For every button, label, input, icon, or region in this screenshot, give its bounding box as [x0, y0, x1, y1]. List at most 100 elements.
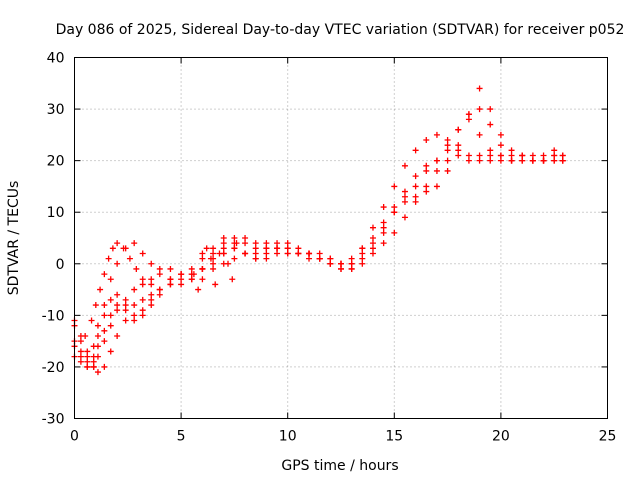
data-point — [229, 276, 236, 283]
data-point — [263, 240, 270, 247]
data-point — [107, 322, 114, 329]
data-point — [107, 312, 114, 319]
data-point — [551, 147, 558, 154]
data-point — [84, 348, 91, 355]
data-point — [391, 229, 398, 236]
data-point — [540, 152, 547, 159]
data-point — [252, 245, 259, 252]
x-tick-label: 20 — [492, 429, 510, 445]
data-point — [220, 235, 227, 241]
data-point — [77, 338, 84, 345]
data-point — [148, 281, 155, 288]
data-point — [131, 286, 138, 293]
series-2 — [71, 131, 566, 370]
data-point — [94, 322, 101, 329]
data-point — [423, 167, 430, 174]
data-point — [242, 235, 249, 241]
axis-ticks: 0 5 10 15 20 25 -30 -20 -10 0 10 20 30 40 — [42, 51, 617, 445]
data-point — [225, 260, 232, 267]
data-point — [380, 204, 387, 211]
data-point — [487, 121, 494, 128]
data-point — [412, 193, 419, 200]
data-point — [559, 157, 566, 164]
data-point — [465, 116, 472, 123]
data-point — [284, 245, 291, 252]
data-point — [94, 332, 101, 339]
data-point — [487, 106, 494, 113]
data-point — [178, 281, 185, 288]
data-point — [465, 157, 472, 164]
data-point — [433, 183, 440, 190]
data-point — [263, 255, 270, 262]
x-tick-label: 0 — [70, 429, 79, 445]
data-point — [120, 245, 127, 252]
x-axis-label: GPS time / hours — [281, 458, 398, 474]
data-point — [188, 265, 195, 272]
data-point — [212, 281, 219, 288]
data-point — [274, 250, 281, 257]
data-point — [274, 240, 281, 247]
x-tick-label: 15 — [385, 429, 403, 445]
data-point — [369, 235, 376, 241]
data-point — [210, 260, 217, 267]
data-point — [433, 157, 440, 164]
data-point — [391, 204, 398, 211]
x-tick-label: 25 — [599, 429, 617, 445]
data-point — [122, 302, 129, 309]
y-tick-label: -20 — [42, 360, 65, 376]
data-point — [476, 106, 483, 113]
data-point — [412, 173, 419, 180]
data-point — [207, 255, 214, 262]
data-point — [199, 276, 206, 283]
data-point — [252, 255, 259, 262]
data-point — [114, 332, 121, 339]
data-point — [148, 296, 155, 303]
data-point — [295, 245, 302, 252]
data-point — [476, 157, 483, 164]
data-point — [199, 250, 206, 257]
data-point — [178, 271, 185, 278]
data-point — [380, 229, 387, 236]
data-point — [306, 250, 313, 257]
data-point — [455, 126, 462, 133]
data-point — [114, 291, 121, 298]
series-6 — [82, 240, 155, 339]
data-point — [338, 265, 344, 272]
data-point — [455, 142, 462, 149]
data-point — [199, 265, 206, 272]
data-point — [156, 265, 163, 272]
data-point — [444, 167, 451, 174]
data-point — [401, 188, 408, 195]
data-point — [252, 250, 259, 257]
data-point — [497, 152, 504, 159]
data-point — [77, 353, 84, 360]
data-point — [114, 307, 121, 314]
data-point — [203, 245, 210, 252]
data-point — [380, 224, 387, 231]
data-point — [131, 302, 138, 309]
data-point — [167, 265, 174, 272]
data-point — [252, 240, 259, 247]
y-axis-label: SDTVAR / TECUs — [6, 181, 22, 296]
data-point — [156, 291, 163, 298]
data-point — [101, 327, 108, 334]
data-point — [559, 152, 566, 159]
data-point — [90, 343, 97, 350]
data-point — [148, 291, 155, 298]
grid-lines — [74, 57, 608, 419]
data-point — [359, 250, 366, 257]
data-point — [391, 209, 398, 216]
data-point — [412, 198, 419, 205]
x-tick-label: 10 — [279, 429, 297, 445]
data-point — [476, 152, 483, 159]
data-point — [508, 147, 515, 154]
data-point — [156, 286, 163, 293]
data-point — [139, 250, 146, 257]
data-point — [295, 250, 302, 257]
data-point — [148, 302, 155, 309]
data-point — [90, 358, 97, 365]
data-point — [139, 307, 146, 314]
data-point — [487, 157, 494, 164]
data-point — [444, 137, 451, 144]
data-point — [101, 338, 108, 345]
